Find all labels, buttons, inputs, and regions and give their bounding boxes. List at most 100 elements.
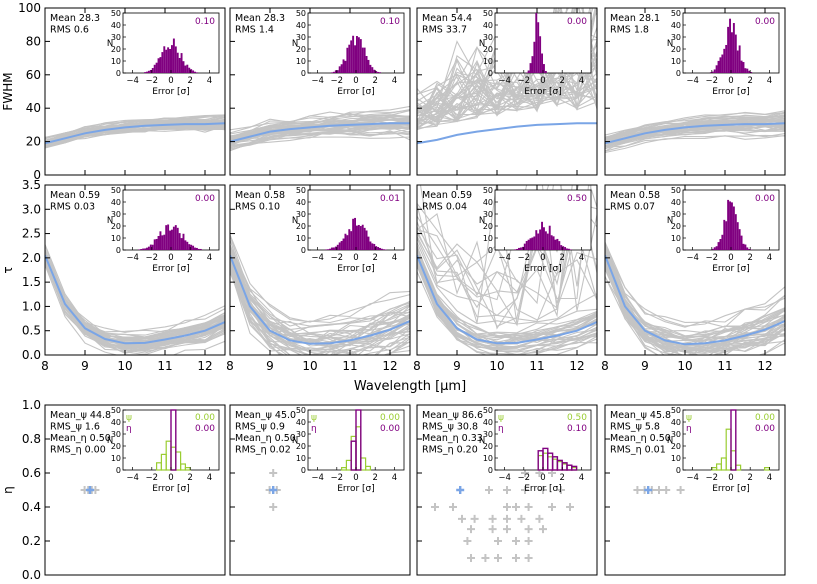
stats-text: RMS 0.03 bbox=[50, 202, 95, 213]
realization-line bbox=[417, 56, 597, 126]
x-tick-label: 12 bbox=[382, 359, 397, 373]
inset-y-label: N bbox=[107, 436, 113, 446]
realization-line bbox=[605, 259, 785, 355]
inset-y-tick-label: 0 bbox=[116, 466, 121, 475]
scatter-point bbox=[494, 537, 502, 545]
x-tick-label: 11 bbox=[342, 359, 357, 373]
inset-x-tick-label: 0 bbox=[353, 76, 358, 86]
realization-line bbox=[417, 185, 590, 330]
histogram-bar bbox=[165, 49, 168, 73]
histogram-bar bbox=[729, 201, 731, 250]
inset-x-tick-label: −2 bbox=[331, 76, 344, 86]
histogram-bar bbox=[361, 224, 364, 250]
eta-label: η bbox=[498, 424, 504, 434]
realization-line bbox=[417, 8, 597, 129]
y-tick-label: 1.0 bbox=[22, 299, 41, 313]
scatter-point bbox=[467, 554, 475, 562]
inset-x-tick-label: −4 bbox=[686, 473, 699, 483]
inset-y-tick-label: 0 bbox=[116, 246, 121, 255]
scatter-point bbox=[517, 514, 526, 523]
histogram-bar bbox=[363, 227, 366, 250]
panel-frame bbox=[604, 7, 786, 176]
inset-y-tick-label: 30 bbox=[111, 33, 121, 42]
stats-text: RMS 33.7 bbox=[422, 25, 467, 36]
inset-x-tick-label: 0 bbox=[540, 76, 545, 86]
psi-value: 0.00 bbox=[195, 413, 215, 423]
panel-frame bbox=[44, 404, 226, 576]
histogram-bar bbox=[750, 71, 753, 73]
histogram-bar bbox=[147, 70, 150, 73]
scatter-point bbox=[539, 486, 547, 494]
scatter-point bbox=[566, 503, 574, 511]
inset-y-tick-label: 10 bbox=[111, 454, 121, 463]
histogram-bar bbox=[346, 235, 349, 250]
histogram-bar bbox=[738, 45, 741, 73]
inset-y-tick-label: 40 bbox=[483, 418, 493, 427]
inset-y-tick-label: 0 bbox=[676, 246, 681, 255]
histogram-bar bbox=[354, 217, 356, 250]
stats-text: Mean 0.59 bbox=[50, 190, 100, 201]
histogram-bar bbox=[713, 69, 716, 73]
x-tick-label: 11 bbox=[717, 359, 732, 373]
y-tick-label: 1.5 bbox=[22, 275, 41, 289]
histogram-bar bbox=[332, 247, 335, 250]
panel-frame bbox=[416, 7, 598, 176]
mean-point bbox=[269, 486, 278, 494]
histogram-bar bbox=[544, 231, 547, 250]
histogram-bar bbox=[731, 202, 733, 250]
histogram-bar bbox=[731, 32, 733, 73]
histogram-bar bbox=[732, 23, 735, 74]
histogram-bar bbox=[167, 47, 170, 73]
histogram-bar bbox=[342, 59, 345, 73]
histogram-bar bbox=[184, 240, 187, 250]
histogram-bar bbox=[367, 236, 370, 250]
inset-x-tick-label: 2 bbox=[187, 473, 192, 483]
histogram-bar bbox=[144, 72, 147, 73]
scatter-point bbox=[524, 554, 533, 562]
eta-value: 0.00 bbox=[380, 424, 400, 434]
histogram-bar bbox=[361, 47, 364, 73]
histogram-bar bbox=[174, 225, 177, 250]
realization-line bbox=[605, 243, 785, 338]
inset-y-tick-label: 10 bbox=[483, 454, 493, 463]
inset-x-tick-label: 0 bbox=[168, 253, 173, 263]
inset-x-tick-label: 0 bbox=[540, 473, 545, 483]
histogram-bar bbox=[348, 44, 351, 73]
histogram-bar bbox=[521, 246, 524, 250]
histogram-bar bbox=[357, 37, 360, 73]
scatter-point bbox=[481, 554, 490, 562]
inset-y-tick-label: 30 bbox=[671, 430, 681, 439]
inset-y-label: N bbox=[107, 39, 113, 49]
scatter-point bbox=[676, 486, 685, 494]
inset-x-tick-label: 2 bbox=[187, 253, 192, 263]
histogram-bar bbox=[738, 229, 741, 250]
histogram-bar bbox=[147, 246, 150, 250]
histogram-bar bbox=[371, 243, 374, 250]
inset-x-tick-label: 2 bbox=[559, 473, 564, 483]
inset-x-label: Error [σ] bbox=[152, 87, 190, 97]
histogram-bar bbox=[525, 72, 528, 73]
inset-y-tick-label: 50 bbox=[483, 406, 493, 415]
histogram-bar bbox=[184, 65, 187, 73]
stats-text: RMS_η 0.02 bbox=[235, 445, 291, 456]
realization-line bbox=[230, 112, 410, 139]
histogram-bar bbox=[543, 64, 545, 73]
realization-line bbox=[230, 127, 410, 150]
histogram-bar bbox=[523, 243, 526, 250]
histogram-bar bbox=[140, 249, 143, 250]
psi-label: ψ bbox=[311, 413, 317, 423]
inset-y-tick-label: 50 bbox=[296, 9, 306, 18]
stats-text: RMS 0.04 bbox=[422, 202, 467, 213]
scatter-point bbox=[488, 514, 497, 523]
stats-text: RMS_η 0.01 bbox=[610, 445, 666, 456]
scatter-point bbox=[488, 525, 497, 534]
mean-point bbox=[86, 486, 94, 494]
histogram-bar bbox=[344, 60, 347, 73]
histogram-bar bbox=[742, 243, 745, 250]
inset-value: 0.10 bbox=[195, 17, 215, 27]
inset-value: 0.00 bbox=[567, 17, 587, 27]
panel-frame bbox=[416, 184, 598, 356]
histogram-bar bbox=[721, 54, 724, 73]
